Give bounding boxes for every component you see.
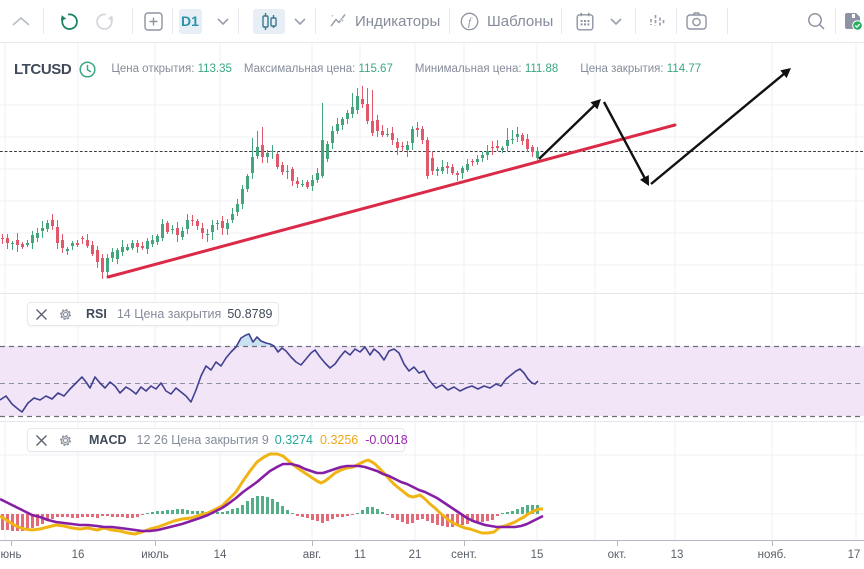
svg-text:f: f (468, 15, 473, 29)
